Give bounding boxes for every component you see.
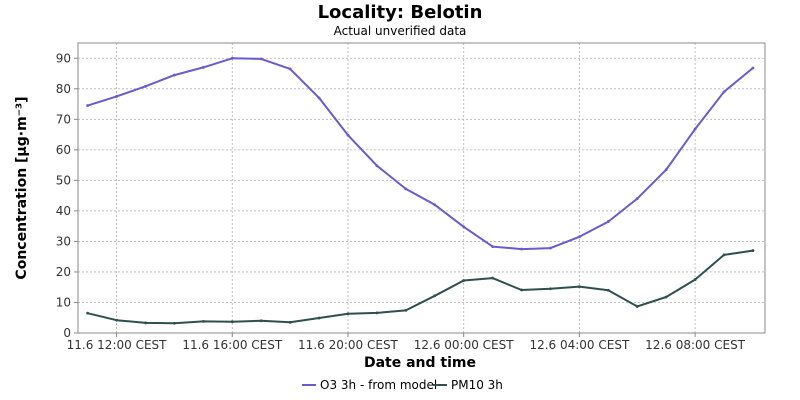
data-point	[462, 225, 466, 229]
data-point	[375, 311, 379, 315]
data-point	[751, 66, 755, 70]
grid-lines	[78, 43, 765, 334]
data-point	[259, 57, 263, 61]
data-point	[317, 96, 321, 100]
data-point	[115, 95, 118, 98]
data-point	[549, 246, 552, 250]
x-tick-label: 12.6 08:00 CEST	[645, 338, 746, 352]
data-point	[288, 320, 292, 324]
data-point	[491, 245, 495, 249]
data-point	[144, 321, 147, 325]
data-point	[577, 285, 581, 288]
data-point	[549, 287, 552, 291]
x-tick-label: 12.6 00:00 CEST	[414, 338, 515, 352]
y-tick-label: 10	[56, 295, 71, 309]
y-tick-label: 40	[56, 204, 71, 218]
data-point	[433, 203, 437, 207]
data-point	[173, 73, 176, 77]
legend-label-1: PM10 3h	[451, 378, 503, 392]
data-point	[201, 66, 205, 69]
data-point	[606, 288, 610, 292]
data-point	[606, 220, 610, 223]
data-point	[577, 235, 581, 239]
y-tick-label: 20	[56, 265, 71, 279]
data-point	[288, 67, 292, 71]
data-point	[693, 278, 697, 281]
data-point	[462, 279, 466, 282]
data-point	[635, 305, 639, 308]
y-tick-label: 60	[56, 143, 71, 157]
series-line-0	[87, 57, 754, 251]
x-axis: 11.6 12:00 CEST 11.6 16:00 CEST 11.6 20:00…	[67, 333, 746, 352]
data-point	[635, 197, 639, 201]
data-point	[86, 104, 90, 107]
y-axis: 0 10 20 30 40 50 60 70 80 90	[56, 51, 78, 340]
y-tick-label: 80	[56, 82, 71, 96]
legend: O3 3h - from model PM10 3h	[302, 378, 503, 392]
series-lines	[86, 56, 755, 325]
data-point	[433, 294, 437, 298]
data-point	[86, 311, 90, 315]
data-point	[664, 295, 668, 299]
chart-title: Locality: Belotin	[318, 2, 483, 23]
data-point	[520, 247, 523, 251]
plot-area	[77, 42, 766, 334]
data-point	[722, 253, 726, 257]
data-point	[317, 316, 321, 320]
data-point	[520, 288, 523, 292]
data-point	[346, 312, 350, 316]
data-point	[144, 84, 147, 88]
y-axis-label: Concentration [µg·m⁻³]	[14, 96, 30, 279]
data-point	[173, 321, 176, 325]
y-tick-label: 70	[56, 112, 71, 126]
chart-subtitle: Actual unverified data	[334, 24, 467, 38]
data-point	[491, 276, 495, 280]
data-point	[664, 168, 668, 172]
x-tick-label: 12.6 04:00 CEST	[529, 338, 630, 352]
data-point	[722, 90, 726, 94]
data-point	[115, 318, 118, 322]
series-line-1	[87, 249, 754, 325]
y-tick-label: 50	[56, 173, 71, 187]
data-point	[230, 320, 234, 324]
legend-label-0: O3 3h - from model	[320, 378, 437, 392]
data-point	[375, 164, 379, 168]
x-axis-label: Date and time	[364, 355, 476, 371]
y-tick-label: 30	[56, 234, 71, 248]
data-point	[259, 319, 263, 323]
y-tick-label: 0	[63, 326, 71, 340]
data-point	[230, 56, 234, 60]
x-tick-label: 11.6 12:00 CEST	[67, 338, 168, 352]
x-tick-label: 11.6 16:00 CEST	[182, 338, 283, 352]
data-point	[404, 187, 408, 191]
y-tick-label: 90	[56, 51, 71, 65]
data-point	[404, 309, 408, 312]
x-tick-label: 11.6 20:00 CEST	[298, 338, 399, 352]
data-point	[751, 249, 755, 252]
data-point	[346, 133, 350, 137]
data-point	[201, 320, 205, 323]
data-point	[693, 127, 697, 131]
